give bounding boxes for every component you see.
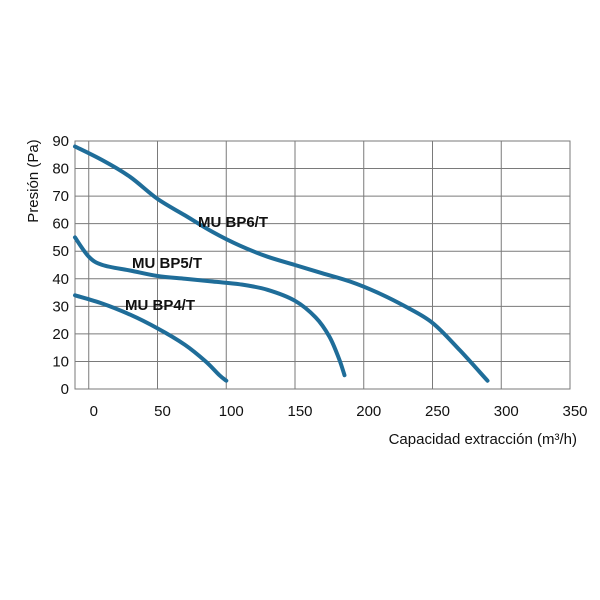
y-tick-label: 80 (52, 161, 69, 178)
series-line-mu-bp4-t (73, 293, 229, 383)
series-label-mu-bp6t: MU BP6/T (198, 214, 268, 231)
y-tick-label: 0 (61, 381, 69, 398)
y-tick-label: 50 (52, 243, 69, 260)
y-tick-label: 40 (52, 271, 69, 288)
x-axis-label: Capacidad extracción (m³/h) (389, 431, 577, 448)
y-tick-label: 30 (52, 298, 69, 315)
series-label-mu-bp4t: MU BP4/T (125, 297, 195, 314)
x-tick-label: 100 (219, 403, 244, 420)
y-axis-label: Presión (Pa) (25, 139, 42, 222)
tick-labels: 0 10 20 30 40 50 60 70 80 90 0 50 100 150 200 250 300 350 (52, 133, 587, 420)
curves (73, 144, 490, 383)
x-tick-label: 350 (562, 403, 587, 420)
series-label-mu-bp5t: MU BP5/T (132, 255, 202, 272)
x-tick-label: 50 (154, 403, 171, 420)
y-tick-label: 10 (52, 353, 69, 370)
y-tick-label: 90 (52, 133, 69, 150)
y-tick-label: 20 (52, 326, 69, 343)
x-tick-label: 150 (287, 403, 312, 420)
x-tick-label: 0 (90, 403, 98, 420)
x-tick-label: 250 (425, 403, 450, 420)
series-line-mu-bp6-t (73, 144, 490, 383)
y-tick-label: 60 (52, 216, 69, 233)
x-tick-label: 200 (356, 403, 381, 420)
x-tick-label: 300 (494, 403, 519, 420)
series-line-mu-bp5-t (73, 235, 347, 378)
grid (74, 140, 571, 390)
y-tick-label: 70 (52, 188, 69, 205)
